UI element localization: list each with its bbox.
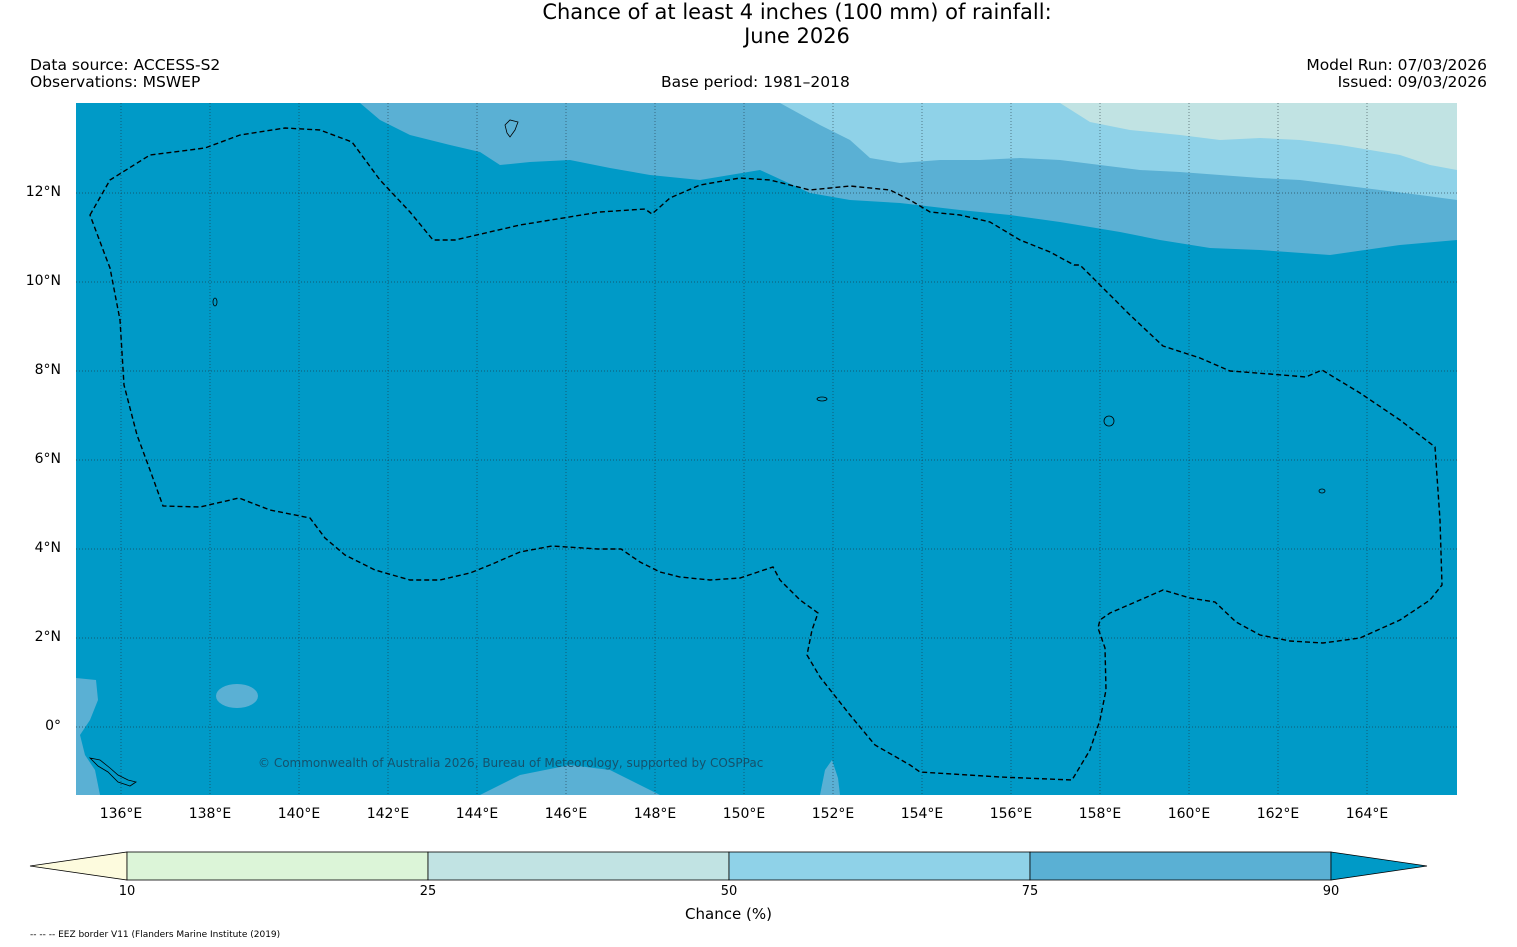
- fill-cat-75-90-south: [480, 765, 660, 795]
- issued-label: Issued: 09/03/2026: [1337, 73, 1487, 91]
- copyright-notice: © Commonwealth of Australia 2026, Bureau…: [258, 756, 764, 770]
- lon-label: 158°E: [1078, 806, 1122, 822]
- colorbar-segment-25-50: [427, 851, 730, 881]
- lon-label: 142°E: [366, 806, 410, 822]
- lon-label: 140°E: [277, 806, 321, 822]
- lat-label: 10°N: [25, 273, 61, 289]
- lon-label: 136°E: [99, 806, 143, 822]
- colorbar: [29, 851, 1428, 881]
- data-source-label: Data source: ACCESS-S2: [30, 56, 221, 74]
- lat-label: 8°N: [34, 362, 61, 378]
- colorbar-segment-below-10: [29, 851, 128, 881]
- lon-label: 160°E: [1167, 806, 1211, 822]
- map-area: [76, 103, 1457, 795]
- lon-label: 162°E: [1256, 806, 1300, 822]
- lon-label: 144°E: [455, 806, 499, 822]
- gridlines: [76, 103, 1457, 795]
- lon-label: 152°E: [811, 806, 855, 822]
- fill-cat-75-90-sw: [76, 678, 100, 795]
- islands: [88, 119, 1326, 787]
- colorbar-tick: 75: [1021, 884, 1039, 899]
- fill-cat-75-90-patch: [216, 684, 258, 708]
- lat-label: 12°N: [25, 184, 61, 200]
- map-title-line1: Chance of at least 4 inches (100 mm) of …: [542, 0, 1052, 24]
- observations-label: Observations: MSWEP: [30, 73, 201, 91]
- fill-cat-25-50-ne: [1060, 103, 1457, 170]
- lon-label: 164°E: [1345, 806, 1389, 822]
- lon-label: 154°E: [900, 806, 944, 822]
- lon-label: 148°E: [633, 806, 677, 822]
- colorbar-tick: 90: [1322, 884, 1340, 899]
- colorbar-tick: 25: [419, 884, 437, 899]
- eez-note: -- -- -- EEZ border V11 (Flanders Marine…: [30, 930, 281, 940]
- colorbar-tick: 10: [118, 884, 136, 899]
- colorbar-segment-above-90: [1330, 851, 1428, 881]
- model-run-label: Model Run: 07/03/2026: [1306, 56, 1487, 74]
- lon-label: 156°E: [989, 806, 1033, 822]
- lon-label: 146°E: [544, 806, 588, 822]
- eez-border: [89, 127, 1443, 781]
- base-period-label: Base period: 1981–2018: [661, 73, 850, 91]
- lat-label: 4°N: [34, 540, 61, 556]
- fill-cat-75-90-south2: [820, 760, 840, 795]
- colorbar-tick: 50: [720, 884, 738, 899]
- lat-label: 0°: [45, 718, 61, 734]
- colorbar-segment-50-75: [728, 851, 1031, 881]
- colorbar-label: Chance (%): [685, 905, 772, 923]
- lon-label: 138°E: [188, 806, 232, 822]
- map-title-line2: June 2026: [744, 24, 850, 48]
- colorbar-segment-75-90: [1029, 851, 1332, 881]
- lon-label: 150°E: [722, 806, 766, 822]
- colorbar-segment-10-25: [126, 851, 429, 881]
- lat-label: 6°N: [34, 451, 61, 467]
- lat-label: 2°N: [34, 629, 61, 645]
